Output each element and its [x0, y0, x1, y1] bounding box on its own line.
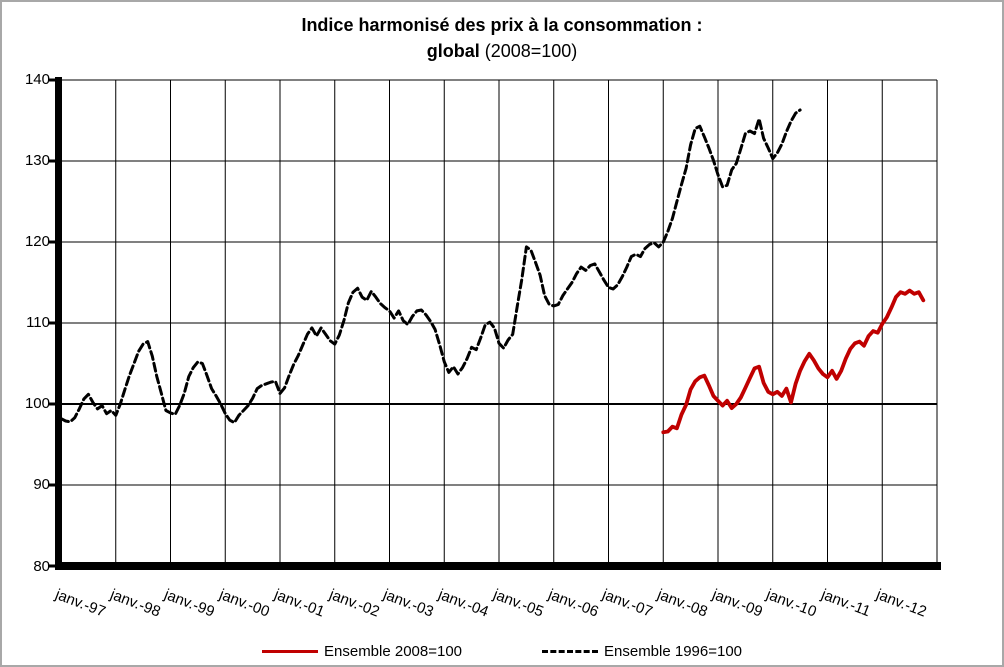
y-tick-80: 80 [33, 558, 50, 575]
chart-title-line2: global (2008=100) [2, 38, 1002, 64]
chart-title: Indice harmonisé des prix à la consommat… [2, 12, 1002, 64]
y-tick-90: 90 [33, 476, 50, 493]
legend-item-ensemble-2008: Ensemble 2008=100 [262, 642, 462, 660]
y-tick-120: 120 [24, 233, 50, 250]
legend-line-solid-red [262, 649, 318, 653]
chart-title-line2-normal: (2008=100) [479, 41, 578, 62]
chart-title-line2-bold: global [426, 41, 480, 62]
y-tick-110: 110 [26, 314, 50, 331]
legend-item-ensemble-1996: Ensemble 1996=100 [542, 642, 742, 660]
y-tick-130: 130 [24, 152, 50, 169]
legend: Ensemble 2008=100 Ensemble 1996=100 [2, 642, 1002, 662]
legend-line-dashed-black [542, 649, 598, 653]
y-tick-140: 140 [24, 71, 50, 88]
legend-label-ensemble-1996: Ensemble 1996=100 [604, 642, 743, 660]
chart-title-line1: Indice harmonisé des prix à la consommat… [301, 15, 703, 35]
legend-label-ensemble-2008: Ensemble 2008=100 [324, 642, 463, 660]
y-tick-100: 100 [24, 395, 50, 412]
